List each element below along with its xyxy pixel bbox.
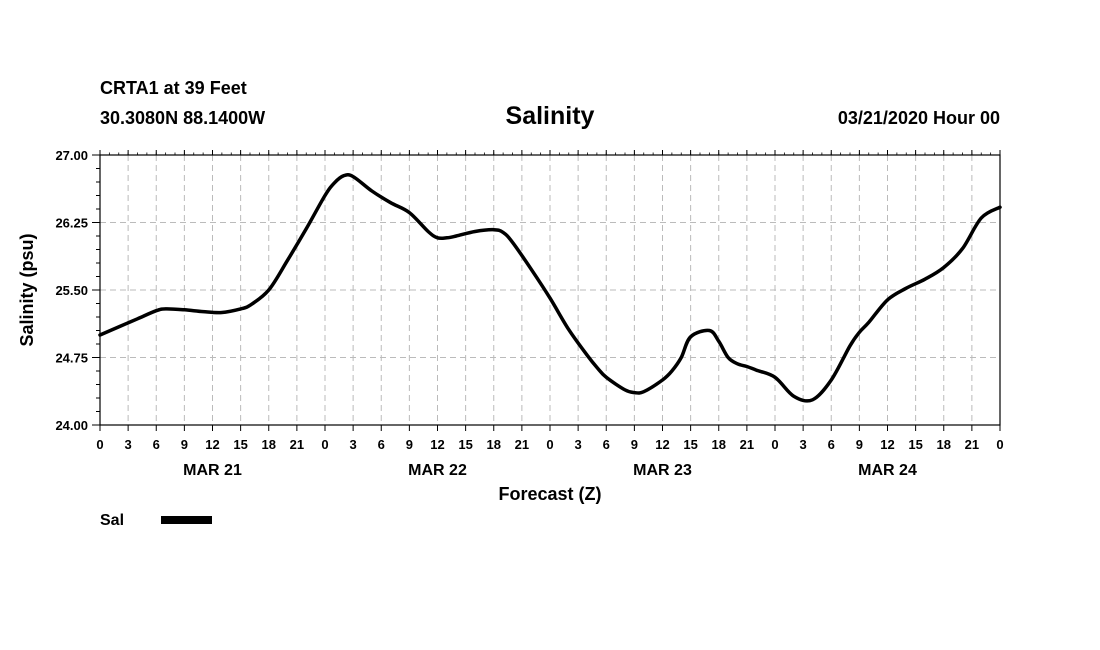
x-tick-label: 18	[487, 437, 501, 452]
y-tick-label: 26.25	[55, 216, 88, 231]
y-axis-label: Salinity (psu)	[17, 233, 37, 346]
x-tick-label: 21	[515, 437, 529, 452]
legend: Sal	[100, 512, 212, 529]
y-tick-label: 27.00	[55, 148, 88, 163]
x-tick-label: 12	[205, 437, 219, 452]
series-line-sal	[98, 173, 1002, 403]
legend-swatch-sal	[161, 516, 212, 524]
axis-ticks	[92, 150, 1001, 431]
x-tick-label: 21	[290, 437, 304, 452]
x-tick-label: 0	[546, 437, 553, 452]
x-tick-label: 15	[233, 437, 247, 452]
x-tick-label: 15	[683, 437, 697, 452]
x-tick-label: 21	[965, 437, 979, 452]
x-tick-label: 18	[712, 437, 726, 452]
x-tick-label: 9	[856, 437, 863, 452]
y-tick-label: 24.00	[55, 418, 88, 433]
x-tick-label: 9	[631, 437, 638, 452]
x-tick-label: 15	[908, 437, 922, 452]
legend-label-sal: Sal	[100, 512, 124, 529]
station-label: CRTA1 at 39 Feet	[100, 78, 247, 98]
x-tick-label: 6	[378, 437, 385, 452]
y-tick-label: 25.50	[55, 283, 88, 298]
x-tick-label: 12	[655, 437, 669, 452]
x-tick-labels: 0 3 6 9 12 15 18 21 0 3 6 9 12 15 18 21 0 3 6 9 12 15 18 21 0 3 6 9…	[96, 437, 1003, 452]
x-tick-label: 21	[740, 437, 754, 452]
plot-frame	[99, 154, 1001, 426]
x-tick-label: 12	[430, 437, 444, 452]
x-tick-label: 3	[350, 437, 357, 452]
x-tick-label: 6	[828, 437, 835, 452]
day-label: MAR 22	[408, 462, 467, 479]
x-tick-label: 6	[153, 437, 160, 452]
x-tick-label: 0	[771, 437, 778, 452]
y-tick-label: 24.75	[55, 351, 88, 366]
x-tick-label: 9	[181, 437, 188, 452]
datetime-label: 03/21/2020 Hour 00	[838, 108, 1000, 128]
x-tick-label: 9	[406, 437, 413, 452]
x-tick-label: 3	[800, 437, 807, 452]
day-label: MAR 24	[858, 462, 917, 479]
grid-lines	[100, 155, 1000, 425]
day-label: MAR 23	[633, 462, 692, 479]
location-label: 30.3080N 88.1400W	[100, 108, 265, 128]
x-tick-label: 0	[996, 437, 1003, 452]
day-labels: MAR 21 MAR 22 MAR 23 MAR 24	[183, 462, 917, 479]
day-label: MAR 21	[183, 462, 242, 479]
x-tick-label: 3	[125, 437, 132, 452]
y-tick-labels: 24.00 24.75 25.50 26.25 27.00	[55, 148, 88, 433]
x-tick-label: 12	[880, 437, 894, 452]
x-tick-label: 6	[603, 437, 610, 452]
x-tick-label: 0	[321, 437, 328, 452]
x-tick-label: 18	[262, 437, 276, 452]
x-tick-label: 18	[937, 437, 951, 452]
chart-title: Salinity	[506, 102, 595, 130]
x-axis-label: Forecast (Z)	[498, 484, 601, 504]
x-tick-label: 3	[575, 437, 582, 452]
x-tick-label: 15	[458, 437, 472, 452]
x-tick-label: 0	[96, 437, 103, 452]
